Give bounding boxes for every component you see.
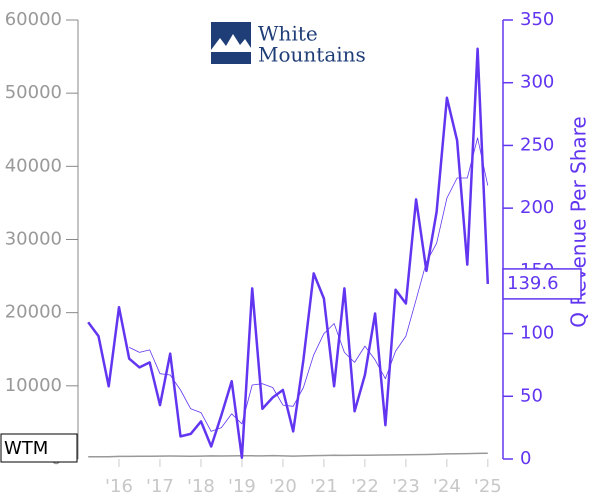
- x-tick-label: '22: [351, 476, 379, 497]
- x-tick-label: '18: [187, 476, 215, 497]
- series-line: [129, 137, 489, 432]
- x-tick-label: '25: [474, 476, 502, 497]
- series-line: [88, 452, 488, 458]
- logo-text: Mountains: [258, 43, 366, 67]
- last-value-label: 139.6: [507, 273, 559, 294]
- series-line: [87, 47, 490, 459]
- x-tick-label: '21: [310, 476, 338, 497]
- y-tick-label: 10000: [5, 375, 62, 396]
- y-tick-label: 30000: [5, 229, 62, 250]
- x-tick-label: '20: [269, 476, 297, 497]
- y2-tick-label: 100: [520, 323, 554, 344]
- y-tick-label: 60000: [5, 9, 62, 30]
- y2-tick-label: 0: [520, 448, 531, 469]
- x-tick-label: '19: [228, 476, 256, 497]
- y2-tick-label: 250: [520, 134, 554, 155]
- logo: White Mountains: [211, 22, 366, 67]
- x-tick-label: '17: [146, 476, 174, 497]
- logo-text: White: [258, 22, 318, 46]
- series-tag: WTM: [4, 438, 48, 459]
- series-tag-box: [0, 433, 78, 463]
- y2-tick-label: 300: [520, 72, 554, 93]
- x-tick-label: '24: [433, 476, 461, 497]
- y2-tick-label: 200: [520, 197, 554, 218]
- y-tick-label: 20000: [5, 302, 62, 323]
- last-value-box: [502, 268, 582, 300]
- logo-mountains: [211, 34, 251, 52]
- x-tick-label: '16: [105, 476, 133, 497]
- y2-tick-label: 350: [520, 9, 554, 30]
- y-tick-label: 50000: [5, 82, 62, 103]
- x-tick-label: '23: [392, 476, 420, 497]
- y-tick-label: 40000: [5, 155, 62, 176]
- y2-tick-label: 50: [520, 385, 543, 406]
